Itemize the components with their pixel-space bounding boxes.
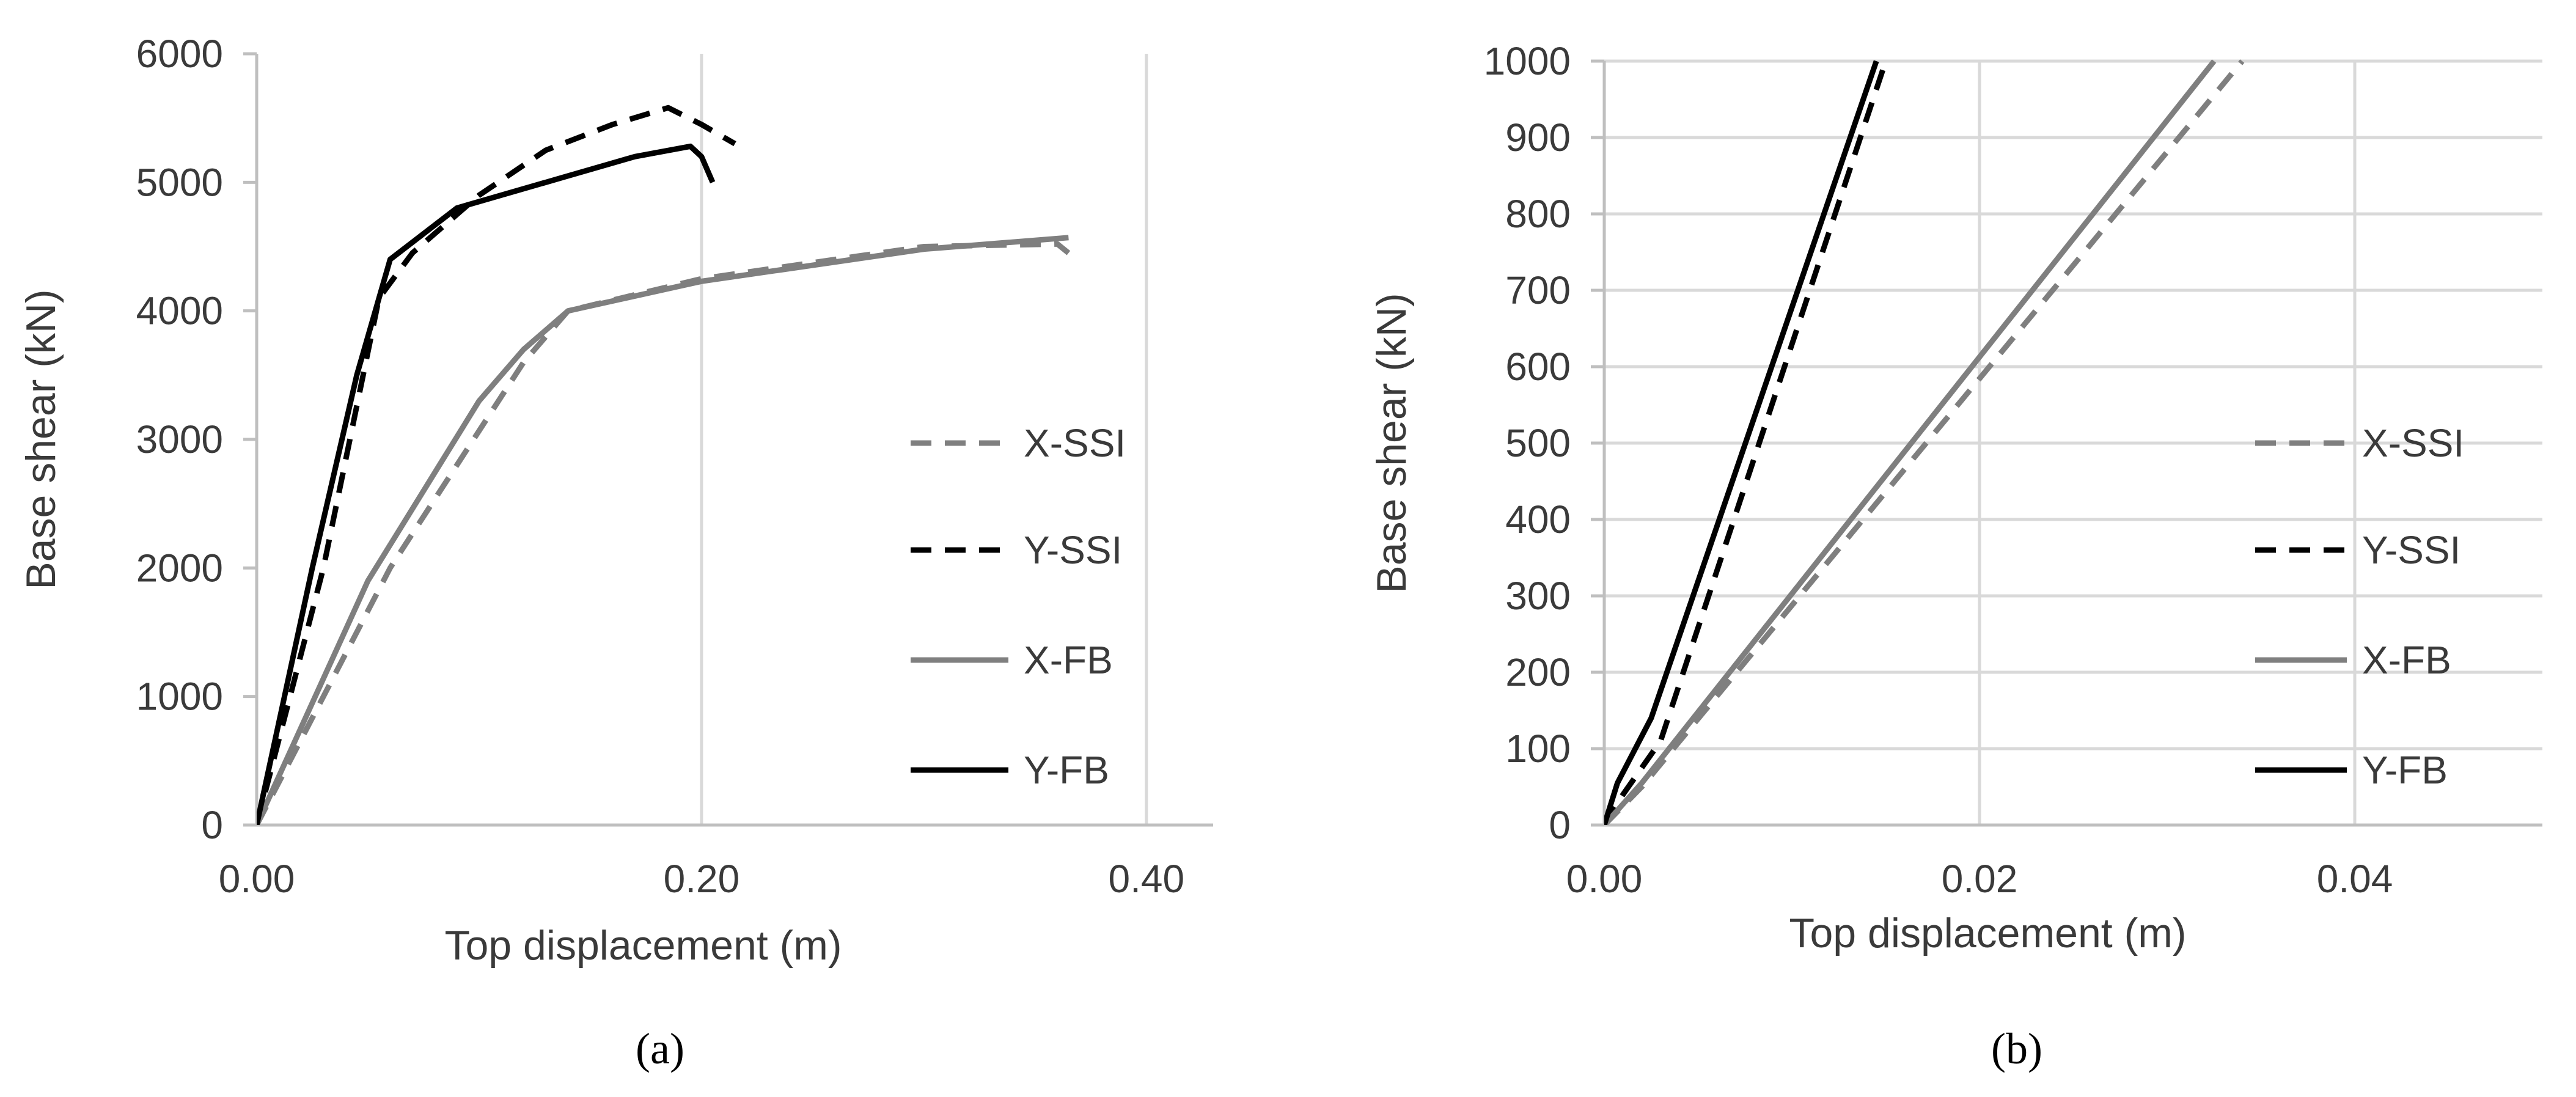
x-tick-label: 0.00 — [1566, 857, 1643, 901]
chart-panel-a: 0 1000 2000 3000 4000 5000 6000 0.00 0.20 0.40 Top… — [18, 32, 1213, 1073]
y-tick-label: 6000 — [136, 32, 223, 76]
y-tick-label: 700 — [1505, 268, 1571, 312]
x-tick-label: 0.20 — [664, 857, 740, 901]
y-tick-label: 100 — [1505, 727, 1571, 771]
legend-label-x-ssi: X-SSI — [1024, 421, 1126, 465]
y-tick-label: 200 — [1505, 650, 1571, 694]
y-tick-label: 600 — [1505, 345, 1571, 389]
legend-label-x-fb: X-FB — [1024, 638, 1113, 682]
y-axis-title: Base shear (kN) — [18, 289, 64, 589]
x-tick-label: 0.00 — [219, 857, 295, 901]
y-tick-label: 5000 — [136, 160, 223, 204]
series-line-x-ssi — [257, 241, 1071, 825]
series-line-y-fb — [257, 143, 716, 825]
y-tick-label: 2000 — [136, 546, 223, 590]
legend: X-SSI Y-SSI X-FB Y-FB — [911, 421, 1126, 792]
x-axis-title: Top displacement (m) — [1789, 910, 2186, 956]
x-tick-label: 0.04 — [2317, 857, 2393, 901]
y-tick-label: 4000 — [136, 289, 223, 333]
series-line-y-fb — [1604, 60, 1879, 825]
x-tick-label: 0.02 — [1942, 857, 2018, 901]
legend-label-y-fb: Y-FB — [2362, 748, 2448, 792]
series-line-y-ssi — [1604, 60, 1888, 825]
y-tick-label: 400 — [1505, 497, 1571, 541]
series-line-y-ssi — [257, 105, 736, 825]
y-tick-label: 900 — [1505, 116, 1571, 160]
y-tick-label: 1000 — [136, 675, 223, 719]
x-axis-title: Top displacement (m) — [444, 922, 842, 969]
legend-label-y-ssi: Y-SSI — [2362, 528, 2460, 572]
chart-panel-b: 0 100 200 300 400 500 600 700 800 900 1000 0.00 0.02… — [1368, 39, 2542, 1073]
legend-label-x-fb: X-FB — [2362, 638, 2451, 682]
y-tick-label: 1000 — [1484, 39, 1571, 83]
y-tick-label: 300 — [1505, 574, 1571, 618]
legend: X-SSI Y-SSI X-FB Y-FB — [2255, 421, 2464, 792]
legend-label-x-ssi: X-SSI — [2362, 421, 2464, 465]
y-axis-title: Base shear (kN) — [1368, 293, 1415, 593]
panel-label: (a) — [636, 1024, 684, 1073]
y-tick-label: 500 — [1505, 421, 1571, 465]
y-tick-label: 0 — [1549, 803, 1571, 847]
y-tick-label: 0 — [201, 803, 223, 847]
series-line-x-fb — [1604, 59, 2217, 825]
y-tick-label: 800 — [1505, 192, 1571, 236]
x-tick-label: 0.40 — [1109, 857, 1185, 901]
y-tick-label: 3000 — [136, 417, 223, 461]
series-line-x-fb — [257, 235, 1069, 825]
panel-label: (b) — [1991, 1024, 2042, 1073]
legend-label-y-ssi: Y-SSI — [1024, 528, 1122, 572]
legend-label-y-fb: Y-FB — [1024, 748, 1109, 792]
